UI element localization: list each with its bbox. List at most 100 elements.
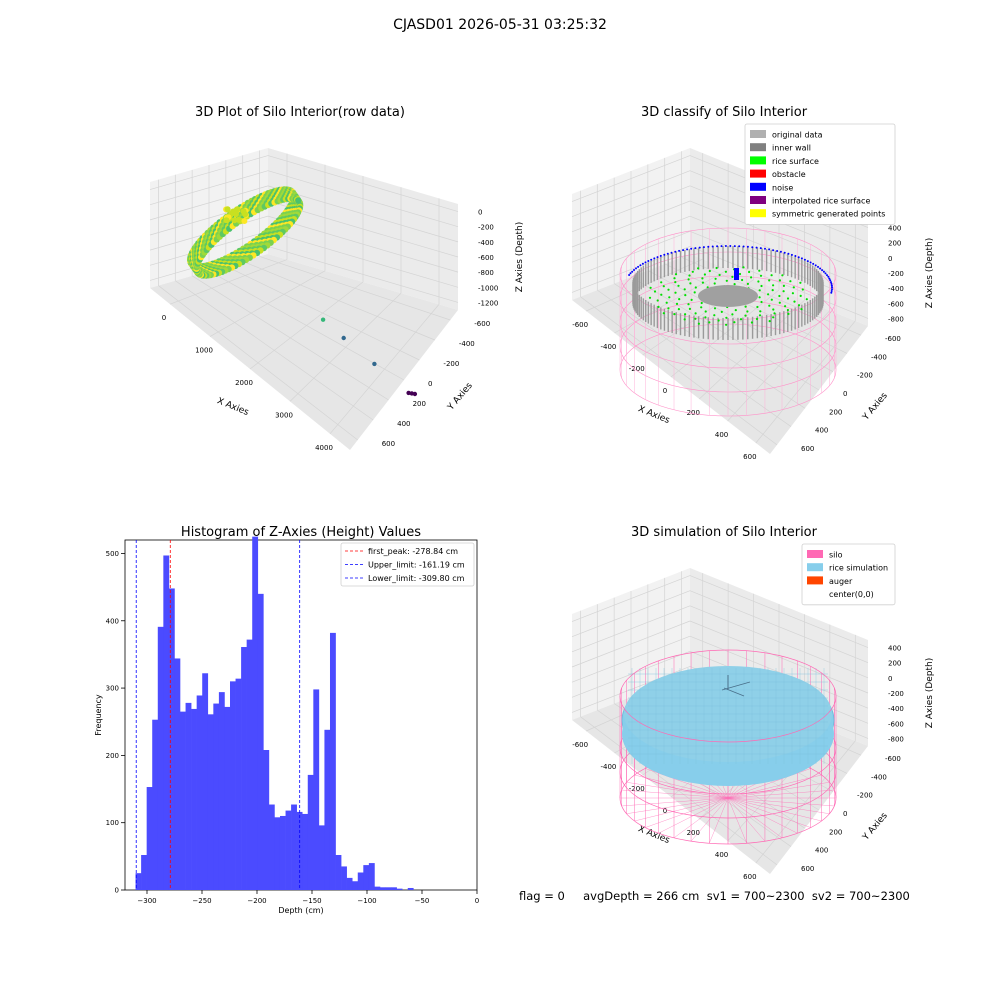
legend-label: auger	[829, 577, 853, 586]
rice-surface-point	[688, 307, 692, 310]
noise-point	[647, 260, 650, 262]
noise-point	[794, 255, 797, 257]
grid-line	[571, 200, 691, 248]
x-tick-label: 3000	[275, 411, 293, 419]
grid-line	[580, 296, 778, 446]
noise-point	[629, 272, 632, 275]
z-tick-label: -200	[888, 270, 904, 278]
noise-point	[733, 245, 736, 248]
y-axis-label: Y Axies	[446, 381, 475, 413]
z-tick-label: 400	[888, 645, 901, 653]
y-tick-label: 0	[843, 810, 847, 818]
x-tick-label: 1000	[195, 347, 213, 355]
rice-surface-point	[673, 277, 676, 280]
rice-surface-point	[704, 310, 707, 313]
silo-wire	[690, 797, 729, 842]
rice-surface-point	[649, 286, 652, 289]
noise-point	[806, 260, 809, 263]
rice-surface-point	[662, 312, 665, 315]
silo-wire	[634, 797, 729, 822]
histogram-bar	[180, 711, 186, 890]
outlier-point	[341, 335, 346, 341]
legend-swatch	[750, 143, 766, 152]
silo-wire	[621, 797, 729, 807]
rice-surface-point	[771, 289, 774, 292]
grid-line	[571, 590, 691, 638]
legend-classify	[744, 123, 896, 225]
rice-surface-point	[772, 284, 775, 287]
rice-surface-point	[665, 301, 668, 304]
grid-line	[571, 575, 691, 622]
noise-point	[635, 267, 637, 270]
y-tick-label: -400	[871, 353, 887, 361]
histogram-bar	[302, 813, 309, 890]
grid-line	[267, 230, 459, 288]
rice-surface-point	[799, 294, 802, 297]
rice-surface-point	[690, 298, 693, 301]
rice-surface-point	[748, 270, 751, 274]
x-tick-label: -400	[600, 763, 616, 771]
grid-line	[571, 246, 691, 293]
noise-point	[821, 269, 824, 272]
noise-point	[830, 290, 833, 292]
x-tick-label: 0	[663, 387, 667, 395]
histogram-bar	[352, 881, 359, 890]
legend-swatch	[807, 563, 823, 572]
z-tick-label: -800	[888, 315, 904, 323]
y-tick-label: 200	[829, 828, 842, 836]
grid-line	[149, 170, 269, 206]
legend-label: center(0,0)	[829, 590, 874, 599]
noise-point	[824, 272, 827, 275]
x-tick-label: 0	[663, 807, 667, 815]
rice-surface-point	[653, 290, 657, 293]
rice-surface-point	[725, 316, 728, 319]
z-tick-label: -600	[888, 720, 904, 728]
rice-surface-point	[750, 321, 754, 324]
rice-surface-point	[660, 281, 663, 284]
grid-line	[689, 590, 869, 664]
rice-surface-point	[792, 286, 795, 289]
y-tick-label: 200	[829, 408, 842, 416]
rice-surface-point	[759, 274, 763, 277]
legend-swatch	[750, 196, 766, 204]
rice-surface-point	[697, 322, 701, 325]
rice-surface-point	[782, 284, 786, 287]
noise-point	[819, 267, 822, 270]
rice-surface-point	[734, 309, 737, 312]
histogram-bar	[407, 887, 414, 890]
legend-swatch	[750, 209, 766, 218]
rice-surface-point	[700, 306, 703, 309]
y-tick-label: -400	[459, 340, 475, 348]
rice-surface-point	[755, 317, 759, 321]
x-tick-label: 400	[715, 851, 728, 859]
histogram-bar	[185, 702, 192, 890]
y-tick-label: 0	[115, 887, 119, 895]
noise-point	[628, 274, 631, 276]
legend-histogram	[340, 542, 475, 587]
noise-point	[637, 265, 640, 268]
grid-line	[689, 620, 869, 694]
noise-point	[729, 245, 732, 247]
data-point	[230, 208, 237, 215]
y-tick-label: 600	[382, 440, 395, 448]
noise-point	[783, 251, 786, 254]
noise-point	[787, 252, 790, 255]
z-tick-label: 200	[888, 240, 901, 248]
noise-point	[812, 262, 815, 265]
figure-title: CJASD01 2026-05-31 03:25:32	[393, 17, 607, 33]
rice-surface-point	[700, 301, 703, 305]
x-axis-label: X Axies	[215, 396, 250, 418]
histogram-bar	[235, 678, 242, 890]
silo-wire	[658, 797, 729, 834]
histogram-bar	[291, 804, 297, 890]
rice-surface-point	[657, 305, 660, 308]
histogram-bar	[318, 825, 325, 890]
rice-surface-point	[674, 281, 677, 284]
rice-surface-point	[767, 293, 770, 296]
rice-surface-point	[787, 312, 790, 315]
z-tick-label: 0	[478, 209, 482, 217]
outlier-point	[412, 391, 418, 397]
grid-line	[571, 605, 691, 653]
rice-surface-point	[715, 266, 718, 270]
grid-line	[571, 185, 691, 233]
